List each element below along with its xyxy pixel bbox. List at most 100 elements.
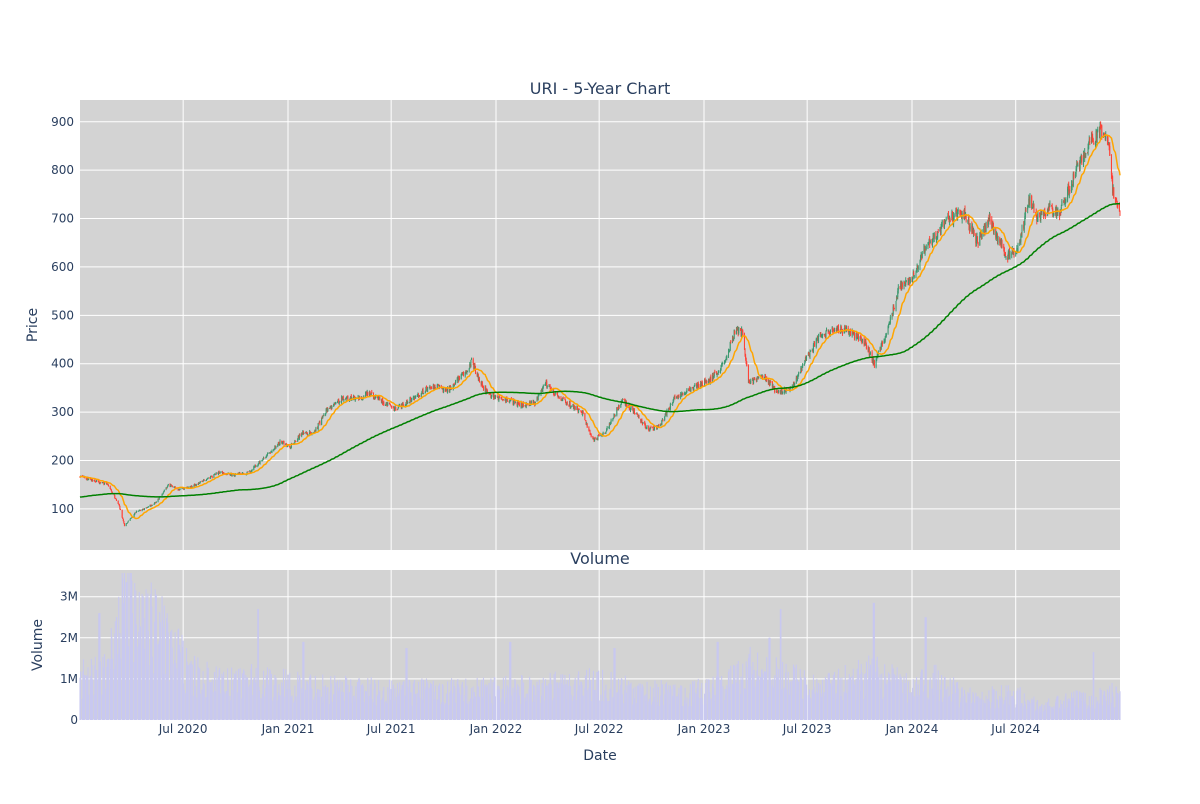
volume-bar	[885, 684, 887, 720]
volume-bar	[1036, 701, 1038, 720]
volume-bar	[101, 694, 103, 720]
sma-200-line[interactable]	[79, 203, 1120, 498]
volume-bar	[617, 691, 619, 720]
volume-bar	[151, 606, 153, 720]
sma-20-line[interactable]	[79, 134, 1121, 520]
volume-bar	[95, 672, 97, 720]
volume-bar	[1008, 704, 1010, 720]
volume-bar	[417, 681, 420, 720]
volume-bar	[1092, 708, 1094, 720]
volume-bar-series[interactable]	[79, 573, 1121, 720]
volume-bar	[748, 653, 750, 720]
candle-body	[139, 509, 141, 511]
volume-bar	[905, 694, 907, 720]
candle-body	[321, 417, 323, 425]
volume-bar	[730, 665, 732, 720]
candle-body	[1119, 212, 1121, 216]
candle-body	[410, 398, 412, 402]
candle-body	[645, 427, 647, 429]
volume-bar	[1073, 691, 1075, 720]
volume-bar	[735, 682, 738, 720]
candle-body	[429, 386, 431, 389]
volume-bar	[802, 698, 804, 720]
candle-body	[669, 408, 671, 409]
candle-body	[277, 442, 279, 445]
candle-body	[973, 229, 975, 235]
volume-bar	[928, 699, 930, 720]
volume-bar	[115, 665, 117, 720]
volume-bar	[872, 602, 874, 720]
candle-body	[1095, 130, 1097, 143]
volume-bar	[458, 692, 461, 720]
volume-bar	[429, 702, 431, 720]
volume-bar	[681, 706, 683, 720]
candle-body	[1004, 253, 1006, 257]
candle-body	[305, 432, 307, 434]
candle-body	[213, 474, 215, 476]
volume-bar	[126, 628, 128, 720]
volume-bar	[864, 673, 866, 720]
volume-bar	[626, 685, 628, 720]
volume-bar	[598, 670, 600, 720]
volume-bar	[289, 689, 291, 720]
candle-body	[720, 370, 722, 373]
volume-bar	[493, 677, 495, 720]
volume-bar	[462, 701, 465, 720]
volume-bar	[871, 658, 873, 720]
candle-body	[1013, 249, 1015, 255]
candle-body	[928, 239, 930, 242]
candle-body	[365, 392, 367, 397]
volume-bar	[532, 701, 534, 720]
candle-body	[179, 489, 181, 491]
candle-body	[306, 432, 308, 434]
candle-body	[909, 277, 911, 285]
candle-body	[1040, 213, 1042, 220]
candle-body	[924, 248, 926, 253]
candle-body	[985, 222, 987, 232]
candle-body	[598, 434, 600, 436]
candle-body	[745, 358, 747, 364]
volume-bar	[788, 682, 790, 720]
volume-bar	[873, 602, 875, 720]
volume-bar	[548, 683, 550, 720]
price-grid	[80, 100, 1120, 550]
volume-bar	[550, 684, 552, 720]
volume-bar	[123, 624, 125, 720]
candle-body	[734, 331, 736, 335]
volume-bar	[221, 682, 224, 720]
volume-bar	[147, 630, 149, 720]
volume-bar	[1057, 696, 1059, 720]
volume-bar	[616, 692, 618, 720]
candle-body	[1100, 124, 1102, 128]
volume-bar	[430, 703, 432, 720]
volume-bar	[795, 664, 797, 720]
volume-bar	[578, 671, 580, 720]
candle-body	[797, 374, 799, 378]
candle-body	[193, 484, 195, 487]
volume-bar	[682, 706, 684, 720]
volume-bar	[234, 686, 236, 720]
candle-body	[262, 457, 264, 459]
volume-bar	[509, 641, 511, 720]
volume-bar	[945, 689, 947, 720]
volume-bar	[432, 680, 434, 720]
volume-bar	[770, 679, 772, 720]
volume-bar	[949, 695, 951, 720]
candle-body	[937, 231, 939, 233]
volume-bar	[573, 684, 575, 720]
candle-body	[795, 377, 797, 383]
volume-bar	[433, 699, 436, 720]
candle-body	[396, 409, 398, 411]
volume-bar	[501, 688, 503, 720]
volume-bar	[1036, 700, 1038, 720]
candle-body	[1023, 225, 1025, 229]
volume-bar	[980, 699, 982, 720]
candle-body	[257, 463, 259, 466]
candle-body	[1056, 210, 1058, 217]
volume-bar	[929, 679, 931, 720]
candle-body	[574, 407, 576, 410]
volume-bar	[456, 681, 458, 720]
candle-body	[453, 384, 455, 386]
volume-bar	[912, 679, 914, 720]
candle-body	[123, 520, 125, 524]
